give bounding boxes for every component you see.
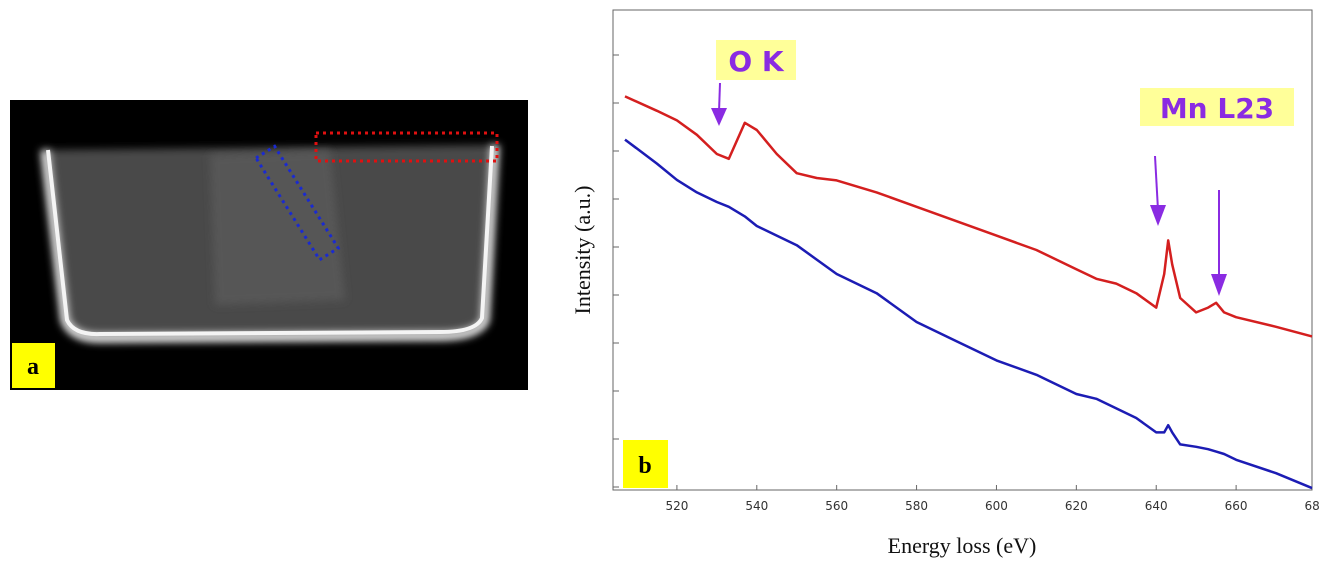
- x-tick-label: 540: [745, 499, 768, 513]
- plot-frame: [612, 9, 1313, 491]
- x-tick-label: 660: [1225, 499, 1248, 513]
- annotation-box: [1140, 88, 1294, 126]
- x-tick-label: 520: [665, 499, 688, 513]
- annotation: Mn L23: [1160, 92, 1274, 125]
- x-tick-label: 640: [1145, 499, 1168, 513]
- panel-label: b: [638, 453, 651, 479]
- x-axis-label: Energy loss (eV): [888, 533, 1037, 558]
- x-tick-label: 680: [1305, 499, 1320, 513]
- arrows: [711, 82, 1227, 296]
- annotation-box: [716, 40, 796, 80]
- panel-label-box: [12, 343, 55, 388]
- x-tick-label: 600: [985, 499, 1008, 513]
- micrograph: [10, 100, 528, 390]
- panel-label-box: [623, 440, 668, 488]
- plot: 520 540 560 580 600 620 640 660 680: [624, 95, 1320, 513]
- x-tick-label: 580: [905, 499, 928, 513]
- panel-label: a: [27, 354, 39, 380]
- x-tick-label: 560: [825, 499, 848, 513]
- spectrum-line: [624, 138, 1313, 490]
- y-axis-label: Intensity (a.u.): [570, 186, 595, 315]
- y-minor-ticks: [613, 54, 619, 488]
- x-tick-label: 620: [1065, 499, 1088, 513]
- annotation: O K: [728, 45, 785, 78]
- spectrum-line: [624, 95, 1313, 338]
